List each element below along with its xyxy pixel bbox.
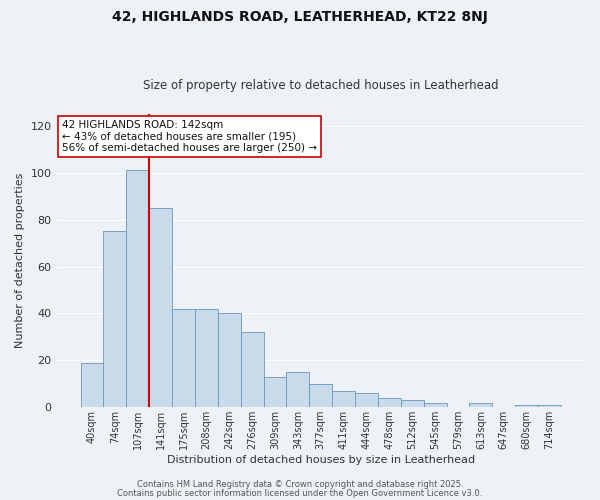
Bar [80,362,103,408]
Title: Size of property relative to detached houses in Leatherhead: Size of property relative to detached ho… [143,79,499,92]
Bar [263,377,286,408]
Y-axis label: Number of detached properties: Number of detached properties [15,173,25,348]
Bar [241,332,263,407]
Bar [515,405,538,407]
Text: 42 HIGHLANDS ROAD: 142sqm
← 43% of detached houses are smaller (195)
56% of semi: 42 HIGHLANDS ROAD: 142sqm ← 43% of detac… [62,120,317,153]
Bar [355,393,378,407]
Bar [127,170,149,408]
Text: Contains HM Land Registry data © Crown copyright and database right 2025.: Contains HM Land Registry data © Crown c… [137,480,463,489]
Bar [469,402,493,407]
Bar [195,308,218,408]
Bar [310,384,332,407]
Bar [149,208,172,408]
Bar [401,400,424,407]
X-axis label: Distribution of detached houses by size in Leatherhead: Distribution of detached houses by size … [167,455,475,465]
Bar [424,402,446,407]
Bar [538,405,561,407]
Bar [218,314,241,408]
Text: Contains public sector information licensed under the Open Government Licence v3: Contains public sector information licen… [118,488,482,498]
Bar [103,232,127,408]
Bar [172,308,195,408]
Bar [378,398,401,407]
Text: 42, HIGHLANDS ROAD, LEATHERHEAD, KT22 8NJ: 42, HIGHLANDS ROAD, LEATHERHEAD, KT22 8N… [112,10,488,24]
Bar [286,372,310,408]
Bar [332,391,355,407]
